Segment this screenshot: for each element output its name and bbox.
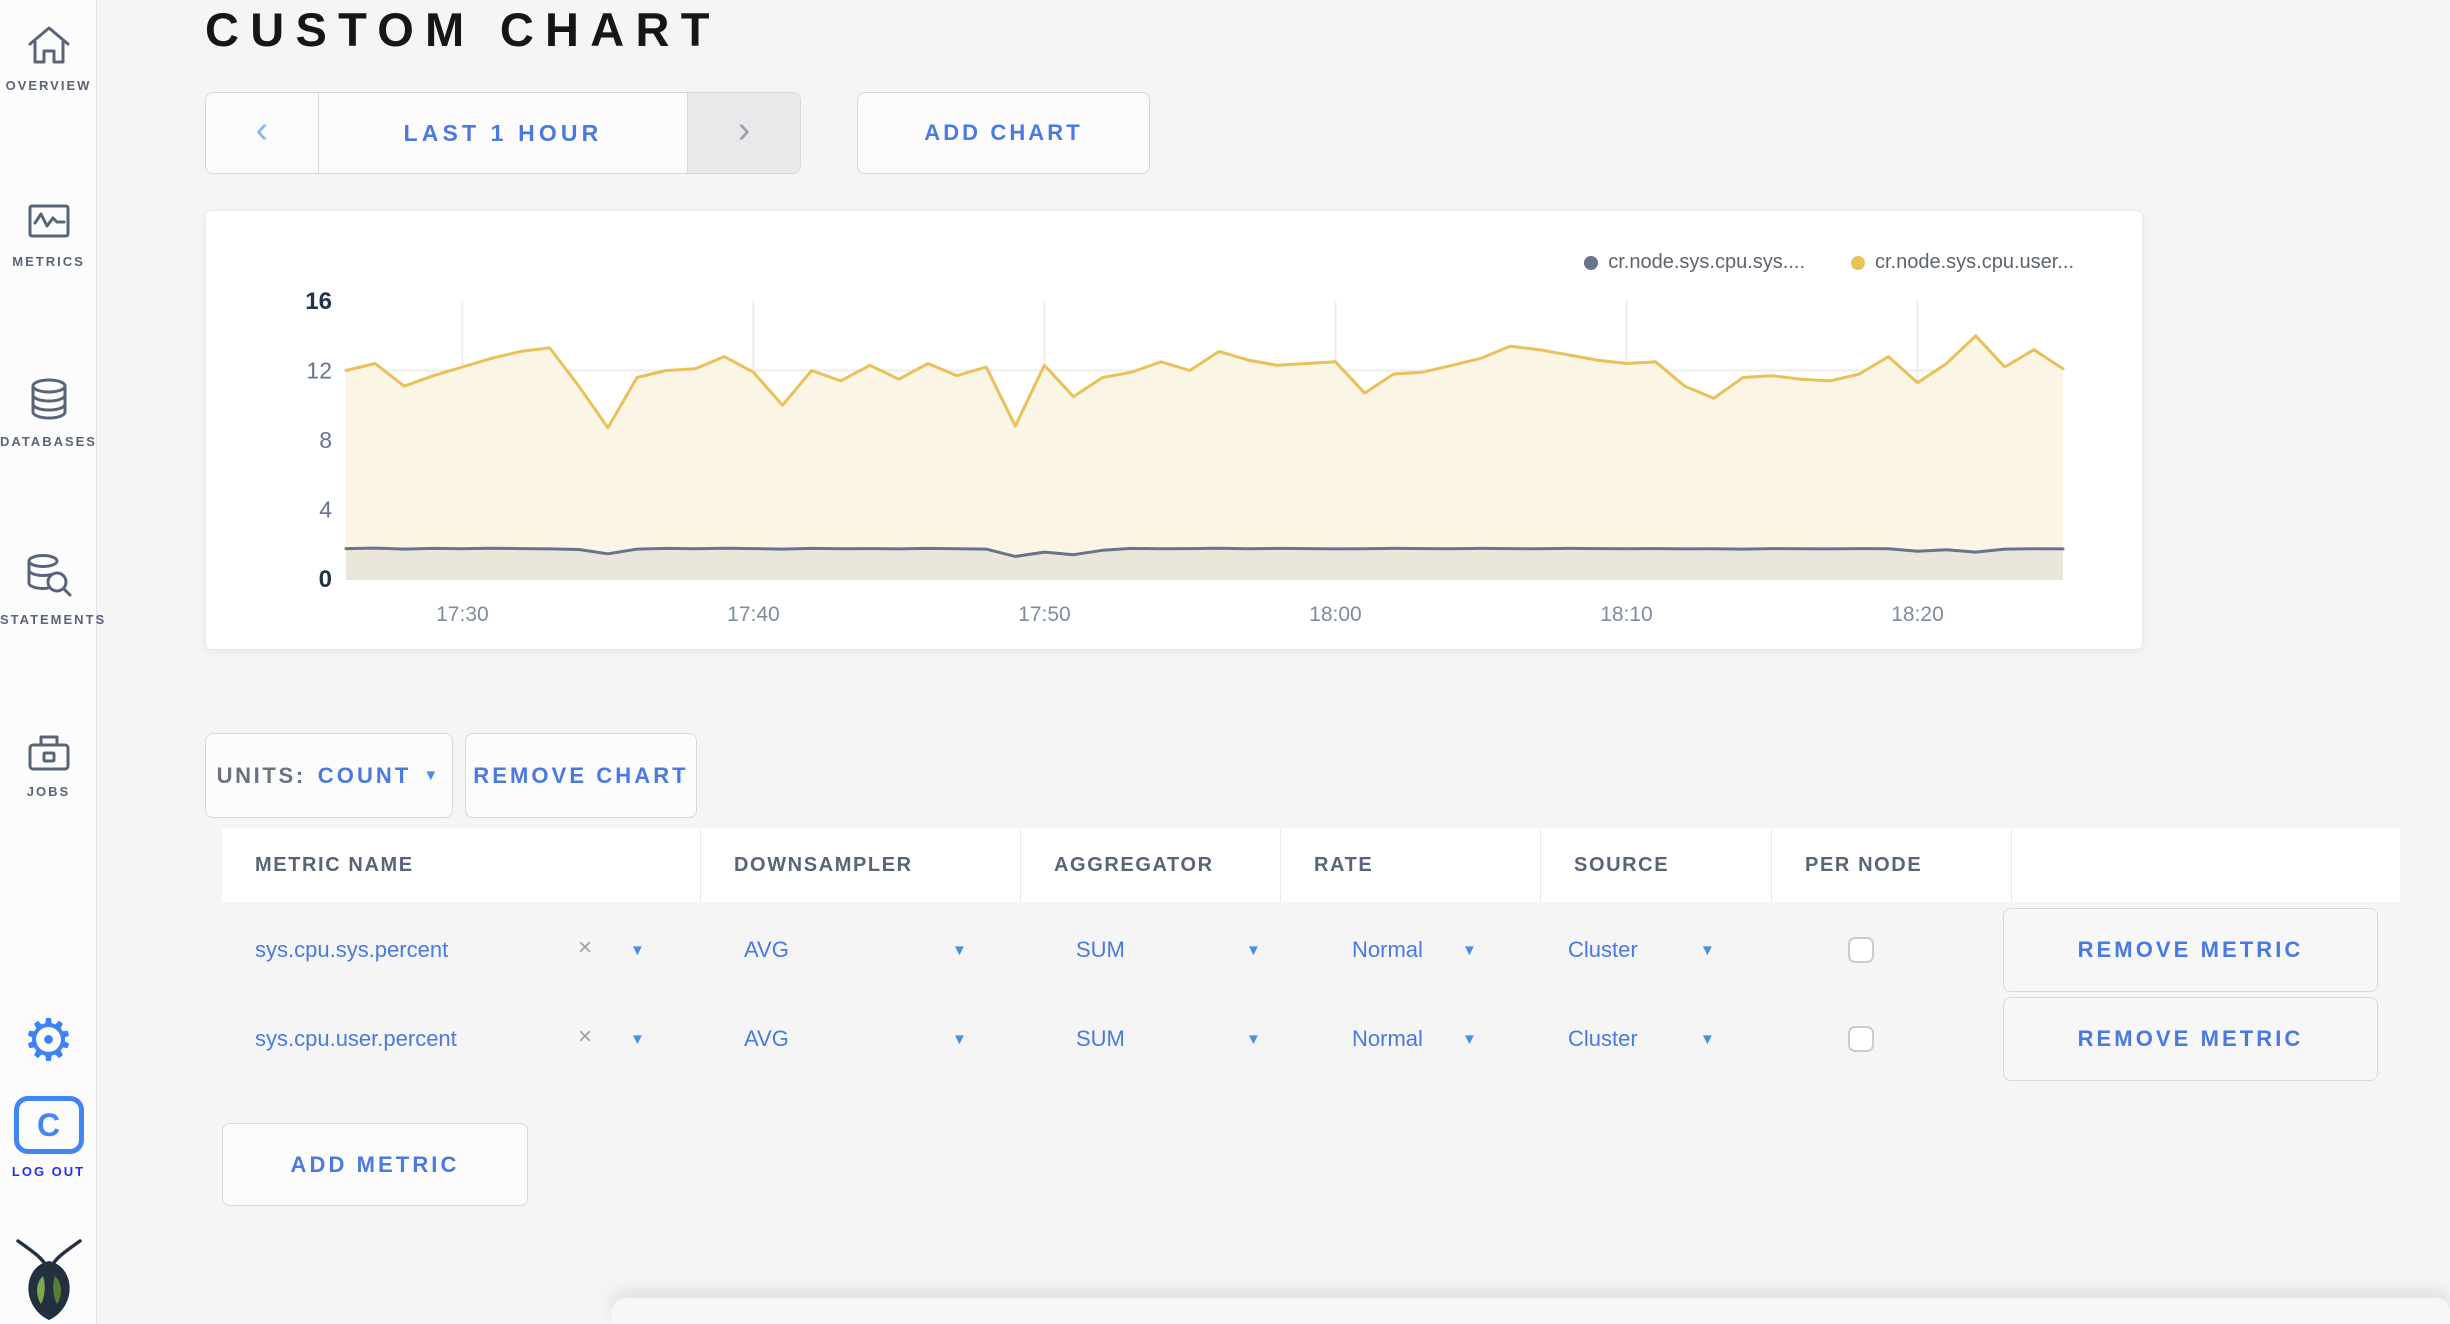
chart-card: 0 4 8 12 16 17:30 17:40 17:50 18:00 18:10 18:20 cr…	[205, 210, 2143, 650]
legend-label: cr.node.sys.cpu.sys....	[1608, 251, 1805, 273]
svg-text:12: 12	[306, 358, 332, 384]
cockroach-bug-logo	[0, 1238, 97, 1322]
aggregator-select[interactable]: SUM	[1076, 1026, 1125, 1051]
legend-dot-sys	[1584, 255, 1599, 270]
chevron-down-icon[interactable]: ▼	[1700, 1031, 1715, 1048]
chevron-down-icon[interactable]: ▼	[1462, 942, 1477, 959]
add-metric-button[interactable]: ADD METRIC	[222, 1123, 528, 1206]
chevron-right-icon: ›	[737, 108, 751, 151]
database-icon	[0, 376, 97, 424]
per-node-checkbox[interactable]	[1848, 1026, 1874, 1052]
metrics-icon	[0, 198, 97, 244]
statements-icon	[0, 550, 97, 602]
svg-text:18:10: 18:10	[1600, 603, 1653, 626]
sidebar-item-label: STATEMENTS	[0, 612, 107, 627]
column-header-per-node: PER NODE	[1772, 828, 2012, 902]
sidebar-item-label: JOBS	[26, 784, 71, 799]
next-card-top-edge	[612, 1298, 2450, 1324]
sidebar-item-label: OVERVIEW	[5, 78, 92, 93]
legend-label: cr.node.sys.cpu.user...	[1875, 251, 2074, 273]
chevron-left-icon: ‹	[255, 108, 269, 151]
home-icon	[0, 22, 97, 68]
downsampler-select[interactable]: AVG	[744, 937, 789, 962]
units-value: COUNT	[317, 762, 412, 788]
sidebar-item-label: DATABASES	[0, 434, 97, 449]
chevron-down-icon: ▼	[423, 767, 442, 784]
time-range-next-button[interactable]: ›	[687, 93, 800, 173]
column-header-aggregator: AGGREGATOR	[1021, 828, 1281, 902]
rate-select[interactable]: Normal	[1352, 1026, 1423, 1051]
svg-text:16: 16	[305, 288, 332, 315]
sidebar-item-databases[interactable]: DATABASES	[0, 376, 97, 449]
sidebar-item-metrics[interactable]: METRICS	[0, 198, 97, 269]
sidebar: OVERVIEW METRICS DATABASES	[0, 0, 107, 1324]
sidebar-item-overview[interactable]: OVERVIEW	[0, 22, 97, 93]
column-header-downsampler: DOWNSAMPLER	[701, 828, 1021, 902]
column-header-source: SOURCE	[1541, 828, 1772, 902]
svg-text:17:40: 17:40	[727, 603, 780, 626]
clear-metric-icon[interactable]: ×	[578, 934, 593, 961]
cockroach-c-logo-icon: C	[0, 1096, 97, 1154]
chevron-down-icon[interactable]: ▼	[952, 1031, 967, 1048]
remove-metric-button[interactable]: REMOVE METRIC	[2003, 908, 2378, 992]
source-select[interactable]: Cluster	[1568, 937, 1638, 962]
aggregator-select[interactable]: SUM	[1076, 937, 1125, 962]
column-header-rate: RATE	[1281, 828, 1541, 902]
units-label: UNITS:	[216, 762, 306, 788]
sidebar-item-label: METRICS	[12, 254, 85, 269]
gear-icon: ⚙	[22, 1008, 75, 1073]
svg-text:0: 0	[319, 566, 332, 593]
rate-select[interactable]: Normal	[1352, 937, 1423, 962]
svg-text:18:20: 18:20	[1891, 603, 1944, 626]
sidebar-item-jobs[interactable]: JOBS	[0, 730, 97, 799]
clear-metric-icon[interactable]: ×	[578, 1023, 593, 1050]
chevron-down-icon[interactable]: ▼	[1462, 1031, 1477, 1048]
add-chart-button[interactable]: ADD CHART	[857, 92, 1150, 174]
svg-text:17:50: 17:50	[1018, 603, 1071, 626]
svg-text:4: 4	[319, 497, 332, 523]
chevron-down-icon[interactable]: ▼	[1246, 942, 1261, 959]
jobs-icon	[0, 730, 97, 774]
logout-label: LOG OUT	[11, 1164, 86, 1179]
time-range-dropdown[interactable]: LAST 1 HOUR	[403, 119, 603, 146]
page-title: CUSTOM CHART	[205, 3, 721, 56]
time-range-selector: ‹ LAST 1 HOUR ›	[205, 92, 801, 174]
chevron-down-icon[interactable]: ▼	[952, 942, 967, 959]
chart-legend: cr.node.sys.cpu.sys.... cr.node.sys.cpu.…	[1584, 251, 2074, 274]
sidebar-item-settings[interactable]: ⚙	[0, 1012, 97, 1070]
legend-item-user[interactable]: cr.node.sys.cpu.user...	[1851, 251, 2074, 274]
chevron-down-icon[interactable]: ▼	[1246, 1031, 1261, 1048]
column-header-metric-name: METRIC NAME	[222, 828, 701, 902]
metrics-table-header: METRIC NAME DOWNSAMPLER AGGREGATOR RATE …	[222, 828, 2400, 902]
svg-text:18:00: 18:00	[1309, 603, 1362, 626]
downsampler-select[interactable]: AVG	[744, 1026, 789, 1051]
remove-metric-button[interactable]: REMOVE METRIC	[2003, 997, 2378, 1081]
time-range-prev-button[interactable]: ‹	[206, 93, 319, 173]
units-dropdown[interactable]: UNITS: COUNT ▼	[205, 733, 453, 818]
source-select[interactable]: Cluster	[1568, 1026, 1638, 1051]
sidebar-item-statements[interactable]: STATEMENTS	[0, 550, 107, 627]
line-chart: 0 4 8 12 16 17:30 17:40 17:50 18:00 18:10 18:20	[305, 288, 2065, 626]
chevron-down-icon[interactable]: ▼	[630, 942, 645, 959]
svg-text:17:30: 17:30	[436, 603, 489, 626]
legend-item-sys[interactable]: cr.node.sys.cpu.sys....	[1584, 251, 1805, 274]
per-node-checkbox[interactable]	[1848, 937, 1874, 963]
column-header-actions	[2012, 828, 2400, 902]
chevron-down-icon[interactable]: ▼	[1700, 942, 1715, 959]
remove-chart-button[interactable]: REMOVE CHART	[465, 733, 697, 818]
cockroach-bug-icon	[0, 1238, 97, 1322]
metric-name-select[interactable]: sys.cpu.sys.percent	[255, 937, 449, 962]
metric-name-select[interactable]: sys.cpu.user.percent	[255, 1026, 457, 1051]
svg-text:8: 8	[319, 427, 332, 453]
sidebar-item-logout[interactable]: C LOG OUT	[0, 1096, 97, 1179]
legend-dot-user	[1851, 255, 1865, 270]
chevron-down-icon[interactable]: ▼	[630, 1031, 645, 1048]
